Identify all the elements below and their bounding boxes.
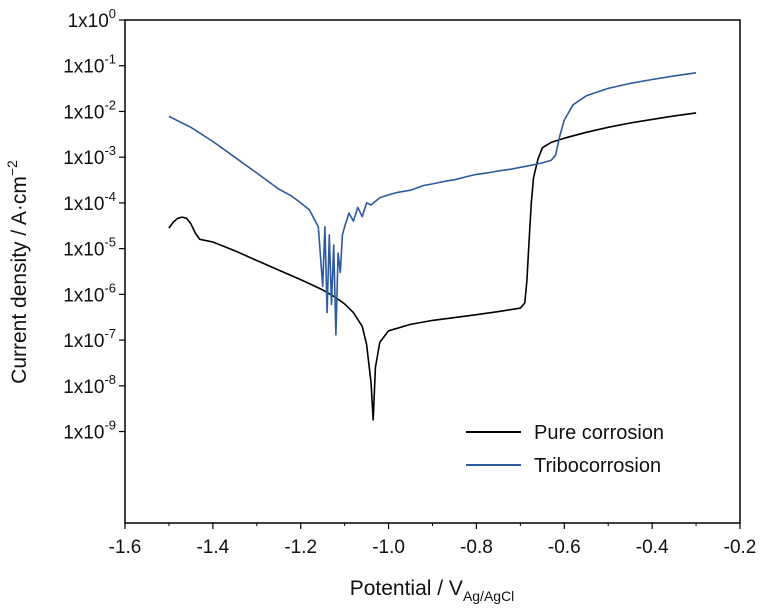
y-tick-label: 1x10-1 [63,52,116,78]
x-tick-label: -1.6 [109,537,142,558]
plot-frame [124,19,741,524]
y-tick-label: 1x10-9 [63,418,116,444]
x-axis: -1.6 -1.4 -1.2 -1.0 -0.8 -0.6 -0.4 -0.2 [109,523,757,558]
x-axis-title: Potential / VAg/AgCl [350,577,515,604]
y-tick-label: 1x10-5 [63,235,116,261]
x-tick-label: -0.4 [636,537,669,558]
y-tick-label: 1x10-7 [63,326,116,352]
x-tick-label: -1.2 [284,537,317,558]
series-line-tribocorrosion [168,72,697,336]
y-tick-label: 1x10-3 [63,143,116,169]
series-line-pure-corrosion [168,112,697,421]
series-layer [168,72,697,421]
y-tick-label: 1x10-4 [63,189,116,215]
y-tick-label: 1x10-2 [63,97,116,123]
legend-label-tribocorrosion: Tribocorrosion [534,455,661,477]
legend: Pure corrosion Tribocorrosion [466,422,664,477]
x-tick-label: -1.0 [372,537,405,558]
x-tick-label: -0.2 [724,537,757,558]
y-axis-title: Current density / A·cm−2 [4,160,31,384]
y-tick-label: 1x10-6 [63,280,116,306]
x-tick-label: -0.6 [548,537,581,558]
x-tick-label: -0.8 [460,537,493,558]
y-axis: 1x100 1x10-1 1x10-2 1x10-3 1x10-4 1x10-5 1x10-… [63,6,125,444]
legend-label-pure-corrosion: Pure corrosion [534,422,664,444]
y-tick-label: 1x100 [68,6,116,32]
y-tick-label: 1x10-8 [63,372,116,398]
x-tick-label: -1.4 [196,537,229,558]
